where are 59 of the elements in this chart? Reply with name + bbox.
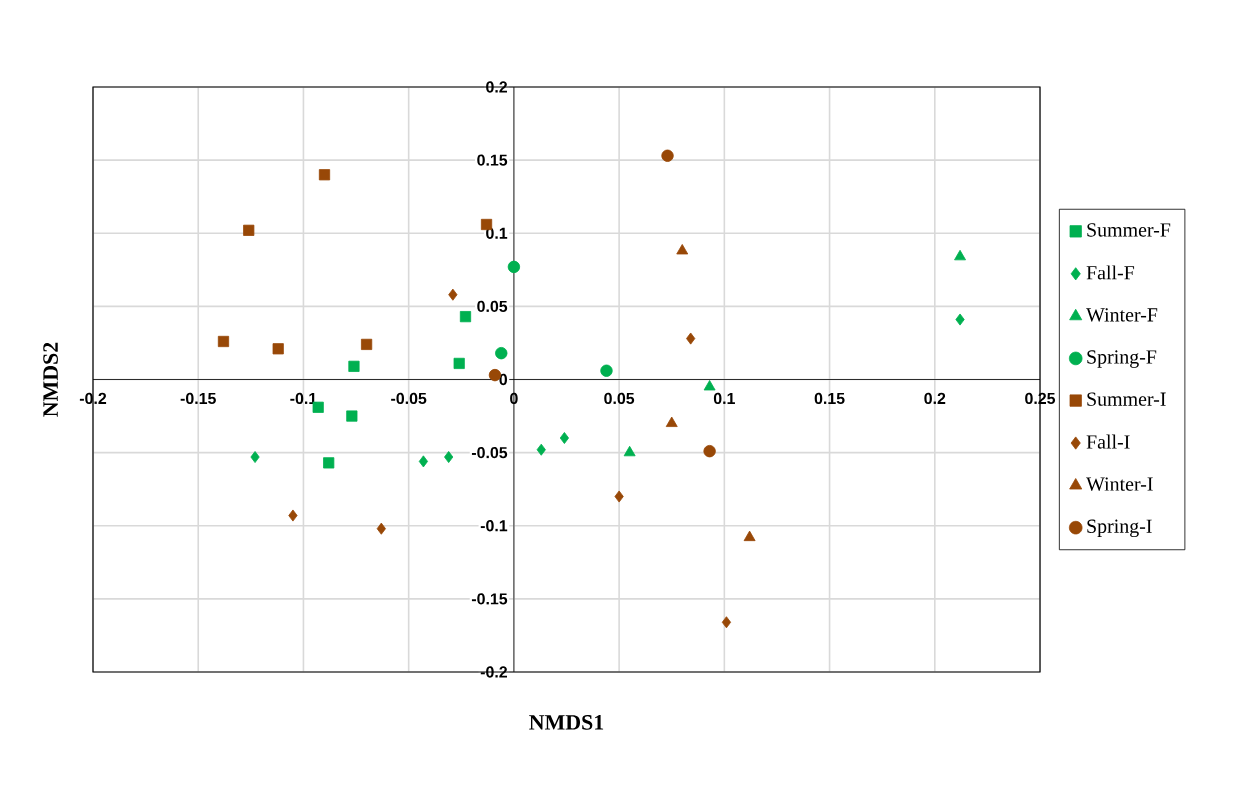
point: [954, 249, 966, 261]
x-tick-label: 0.05: [604, 392, 635, 405]
x-tick-label: -0.05: [391, 392, 427, 405]
point: [955, 313, 965, 326]
x-tick-label: -0.1: [290, 392, 317, 405]
legend-label: Fall-F: [1086, 265, 1135, 280]
y-tick-label: 0: [499, 373, 507, 386]
x-tick-label: 0.1: [713, 392, 735, 405]
point: [703, 380, 716, 391]
y-axis-title: NMDS2: [43, 342, 58, 417]
legend-label: Summer-F: [1087, 223, 1171, 237]
point: [743, 530, 756, 542]
legend-label: Spring-F: [1087, 350, 1157, 368]
point: [721, 616, 732, 629]
point: [448, 288, 458, 301]
point: [217, 335, 230, 348]
point: [418, 455, 428, 468]
y-tick-label: -0.05: [471, 446, 508, 459]
point: [318, 169, 331, 181]
point: [323, 457, 335, 469]
y-tick-label: 0.05: [477, 300, 508, 313]
legend-label: Winter-I: [1086, 477, 1153, 491]
point: [665, 416, 678, 427]
point: [243, 224, 255, 236]
x-tick-label: 0.15: [814, 392, 845, 405]
point: [559, 432, 569, 444]
point: [495, 347, 508, 360]
y-tick-label: -0.15: [471, 593, 508, 605]
point: [272, 343, 284, 355]
x-axis-title: NMDS1: [529, 715, 604, 730]
point: [661, 149, 674, 162]
point: [507, 260, 521, 274]
x-tick-label: -0.15: [180, 392, 216, 405]
point: [623, 445, 636, 457]
point: [600, 364, 613, 377]
y-tick-label: -0.1: [480, 520, 508, 532]
legend-label: Summer-I: [1087, 392, 1166, 406]
point: [676, 244, 689, 255]
point: [376, 522, 386, 535]
point: [346, 410, 358, 422]
point: [536, 443, 546, 456]
legend-label: Spring-I: [1087, 519, 1152, 538]
point: [453, 357, 465, 369]
point: [686, 332, 696, 345]
point: [361, 338, 373, 350]
point: [348, 360, 360, 372]
point: [288, 509, 298, 522]
y-tick-label: -0.2: [480, 666, 507, 678]
y-tick-label: 0.2: [486, 81, 507, 93]
legend-label: Fall-I: [1086, 434, 1130, 449]
y-tick-label: 0.1: [486, 227, 508, 239]
x-tick-label: 0.2: [924, 392, 946, 405]
point: [444, 451, 454, 463]
y-tick-label: 0.15: [477, 154, 508, 166]
point: [250, 451, 260, 463]
point: [703, 444, 716, 458]
point: [459, 311, 472, 323]
legend-label: Winter-F: [1086, 308, 1158, 322]
point: [614, 490, 624, 503]
